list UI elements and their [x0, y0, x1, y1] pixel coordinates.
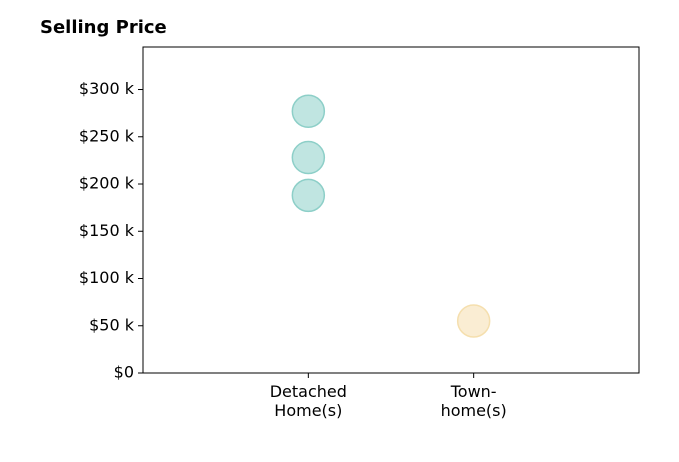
y-tick-label: $300 k — [79, 79, 135, 98]
point — [291, 140, 326, 175]
y-tick-label: $100 k — [79, 268, 135, 287]
plot-frame — [142, 46, 640, 374]
point — [456, 304, 491, 338]
y-tick-label: $0 — [114, 363, 134, 382]
y-tick-label: $150 k — [79, 221, 135, 240]
x-tick-label: Town- home(s) — [440, 382, 507, 420]
y-tick-label: $250 k — [79, 126, 135, 145]
point — [291, 94, 326, 129]
x-tick-label: Detached Home(s) — [269, 382, 347, 420]
y-tick-label: $50 k — [89, 315, 135, 334]
y-tick-label: $200 k — [79, 174, 135, 193]
chart-title: Selling Price — [40, 17, 167, 38]
point — [291, 178, 326, 213]
